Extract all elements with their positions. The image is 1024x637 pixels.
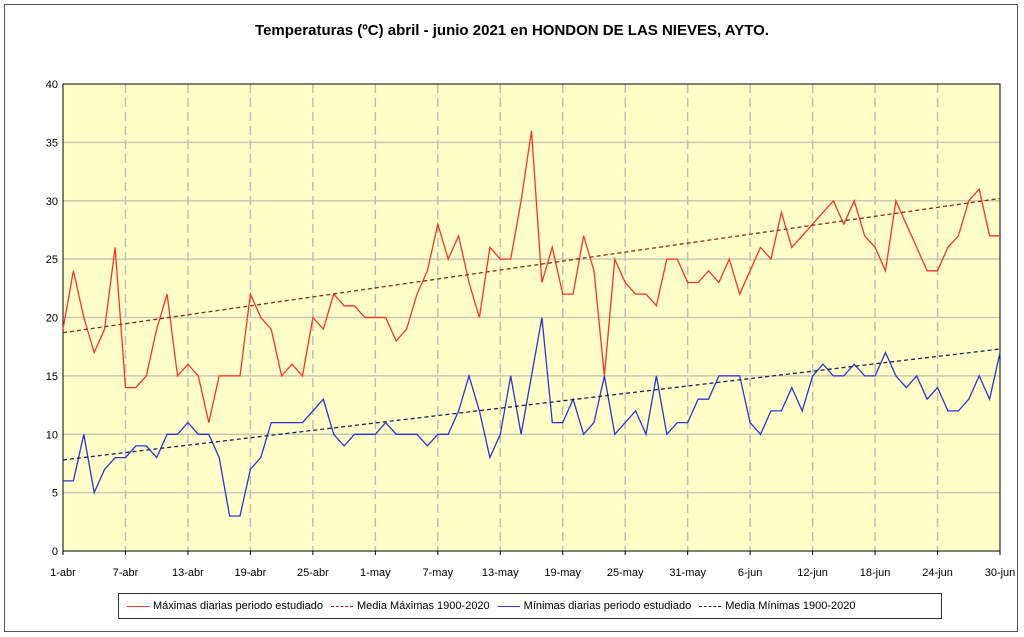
series-line-0 bbox=[62, 130, 1000, 423]
x-tick-label: 13-may bbox=[482, 567, 519, 579]
legend-label: Media Máximas 1900-2020 bbox=[356, 600, 490, 612]
x-tick-label: 6-jun bbox=[738, 567, 762, 579]
y-tick-label: 20 bbox=[46, 313, 58, 325]
x-tick-label: 1-abr bbox=[50, 567, 76, 579]
x-tick-label: 18-jun bbox=[860, 567, 891, 579]
y-tick-label: 5 bbox=[52, 488, 58, 500]
y-tick-label: 10 bbox=[46, 429, 58, 441]
legend-swatch bbox=[330, 605, 353, 607]
x-tick-label: 25-abr bbox=[297, 567, 329, 579]
y-tick-label: 40 bbox=[46, 79, 58, 91]
x-tick-label: 24-jun bbox=[922, 567, 953, 579]
series-line-2 bbox=[63, 317, 1001, 517]
legend-label: Mínimas diarias periodo estudiado bbox=[523, 600, 692, 612]
legend-label: Máximas diarias periodo estudiado bbox=[153, 600, 323, 612]
x-tick-label: 30-jun bbox=[985, 567, 1016, 579]
series-line-1 bbox=[62, 197, 1001, 334]
x-tick-label: 19-abr bbox=[235, 567, 267, 579]
y-tick-label: 30 bbox=[46, 196, 58, 208]
legend-label: Media Mínimas 1900-2020 bbox=[725, 600, 856, 612]
x-tick-label: 7-abr bbox=[113, 567, 139, 579]
legend-item: Media Máximas 1900-2020 bbox=[330, 600, 490, 612]
legend-swatch bbox=[497, 605, 520, 607]
legend-item: Mínimas diarias periodo estudiado bbox=[497, 600, 692, 612]
y-tick-label: 15 bbox=[46, 371, 58, 383]
legend-swatch bbox=[699, 605, 722, 607]
x-tick-label: 12-jun bbox=[797, 567, 828, 579]
legend-swatch bbox=[127, 605, 149, 607]
legend-item: Máximas diarias periodo estudiado bbox=[127, 600, 323, 612]
x-tick-label: 1-may bbox=[360, 567, 391, 579]
x-tick-label: 19-may bbox=[544, 567, 581, 579]
y-tick-label: 25 bbox=[46, 254, 58, 266]
plot-border bbox=[62, 83, 1001, 552]
legend: Máximas diarias periodo estudiado Media M… bbox=[118, 593, 942, 619]
legend-item: Media Mínimas 1900-2020 bbox=[699, 600, 855, 612]
x-tick-label: 25-may bbox=[607, 567, 644, 579]
y-tick-label: 0 bbox=[52, 546, 58, 558]
chart-title: Temperaturas (ºC) abril - junio 2021 en … bbox=[255, 22, 769, 39]
y-tick-label: 35 bbox=[46, 137, 58, 149]
x-tick-label: 13-abr bbox=[172, 567, 204, 579]
x-tick-label: 31-may bbox=[669, 567, 706, 579]
x-tick-label: 7-may bbox=[423, 567, 454, 579]
series-line-3 bbox=[62, 348, 1001, 461]
